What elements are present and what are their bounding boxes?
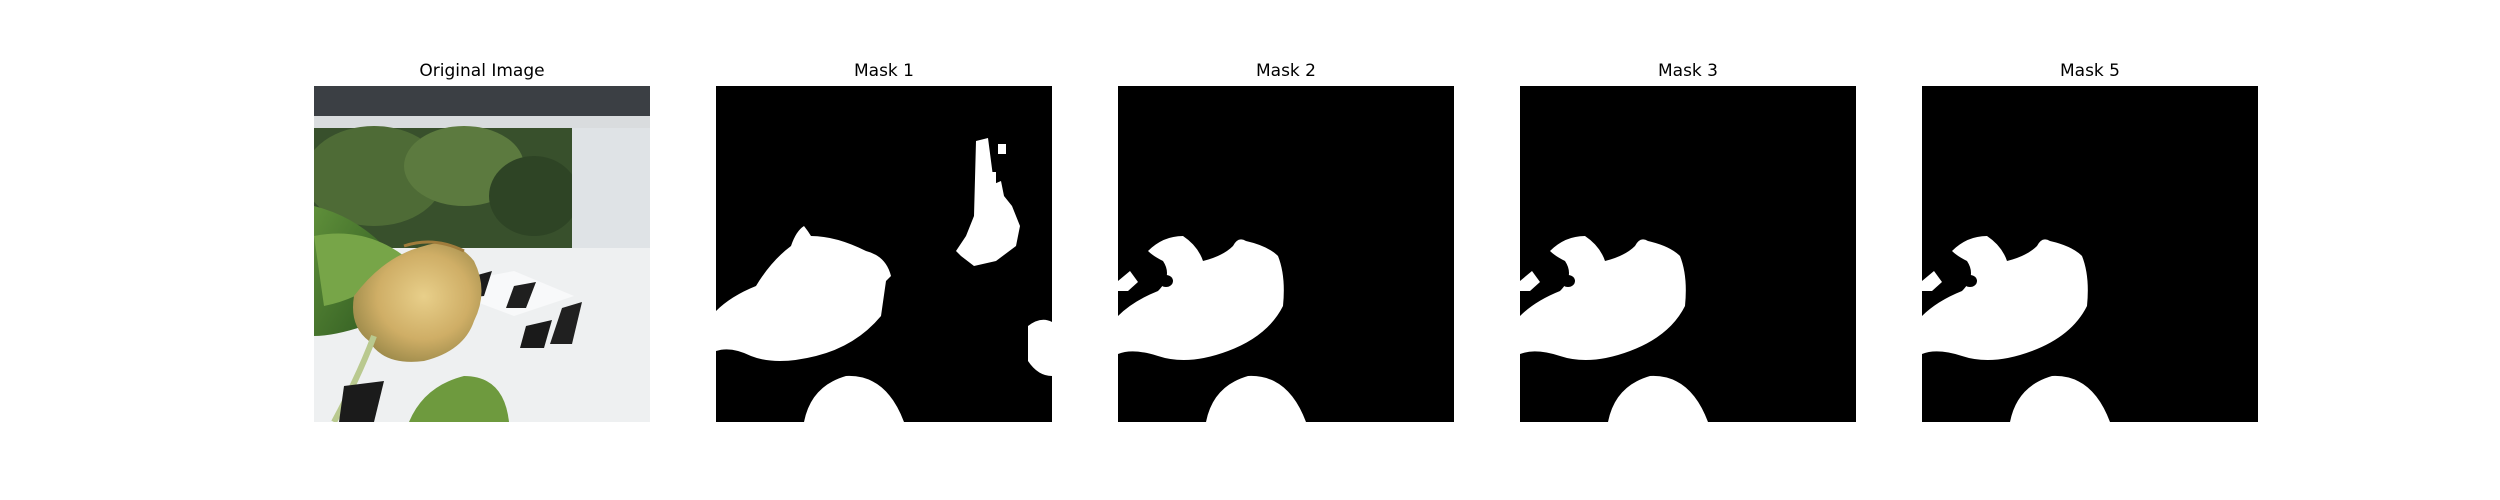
panel-title: Mask 2 (1255, 61, 1316, 81)
mask-image (1922, 86, 2258, 422)
panel-mask-2: Mask 2 (1118, 58, 1454, 422)
panel-mask-1: Mask 1 (716, 58, 1052, 422)
mask-image (1520, 86, 1856, 422)
panel-mask-3: Mask 3 (1520, 58, 1856, 422)
mask-image (716, 86, 1052, 422)
panel-mask-5: Mask 5 (1922, 58, 2258, 422)
panel-title: Original Image (419, 61, 545, 81)
panel-title: Mask 1 (853, 61, 914, 81)
original-photo (314, 86, 650, 422)
panel-title: Mask 3 (1657, 61, 1718, 81)
mask-image (1118, 86, 1454, 422)
panel-title: Mask 5 (2059, 61, 2120, 81)
panel-original-image: Original Image (314, 58, 650, 422)
